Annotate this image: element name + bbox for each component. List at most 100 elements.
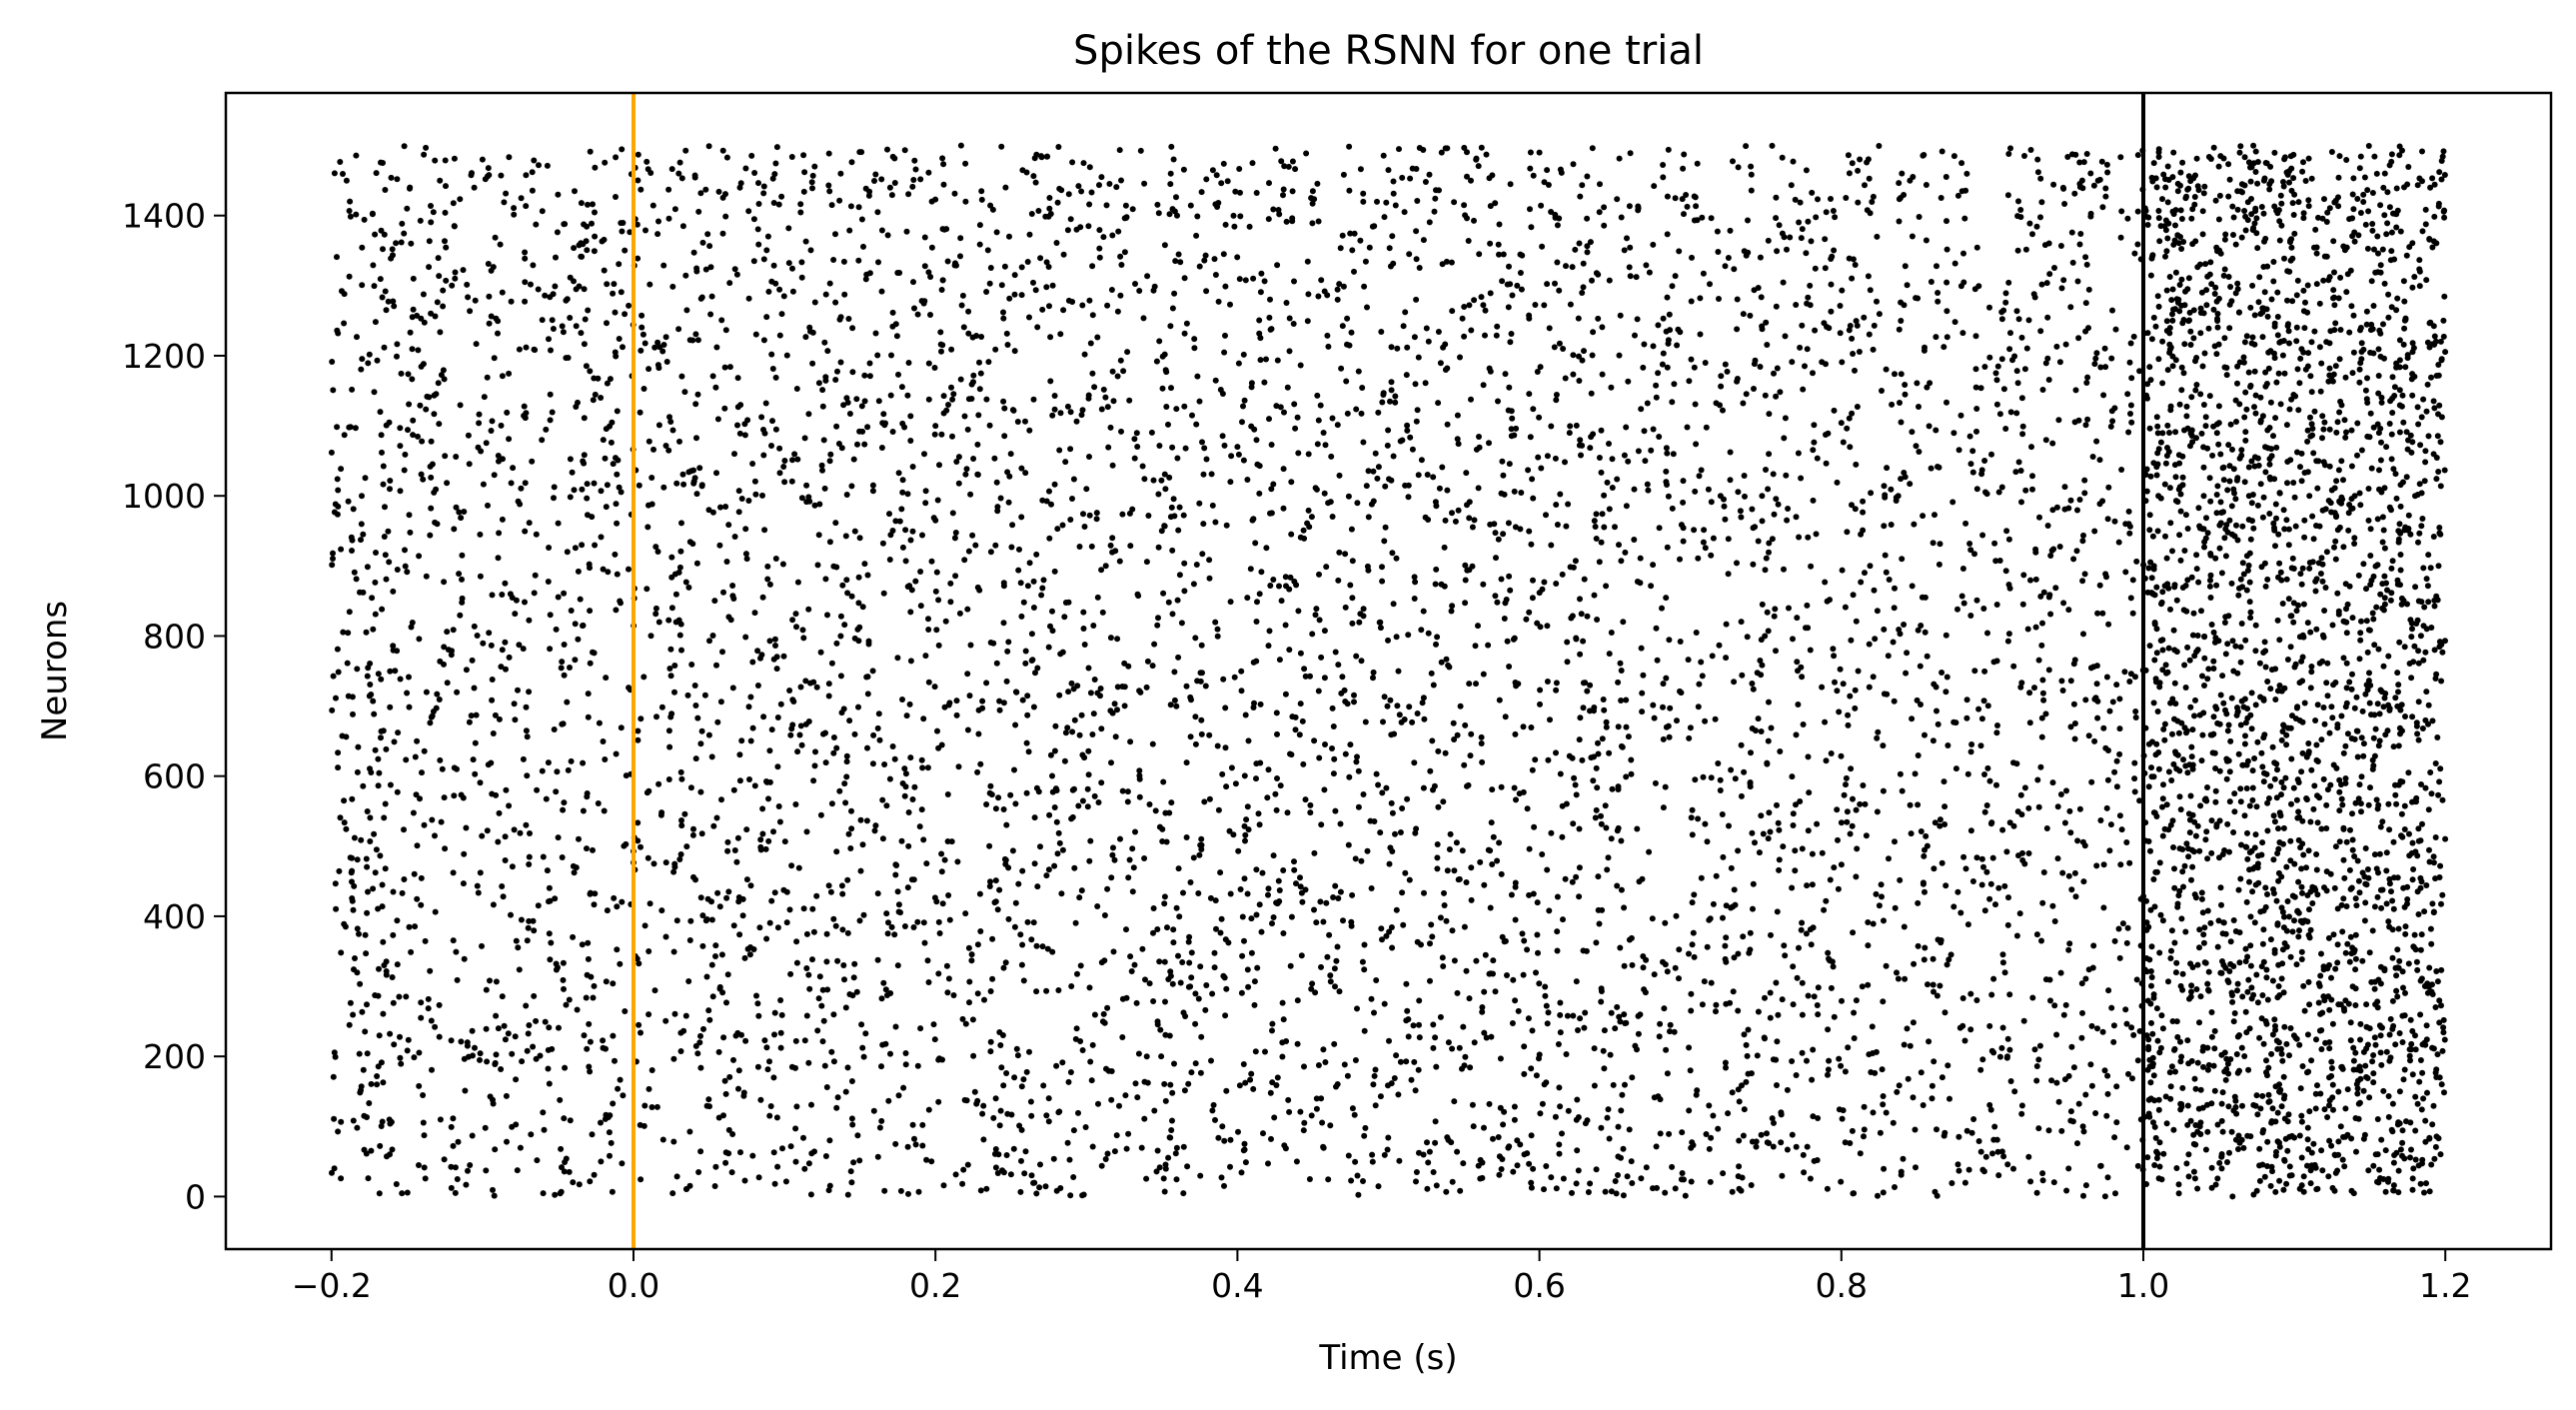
spike-point [1309,631,1316,638]
spike-point [859,1044,866,1051]
spike-point [540,1109,547,1116]
spike-point [1537,1110,1544,1117]
spike-point [884,930,891,937]
spike-point [886,557,893,563]
spike-point [1411,574,1418,581]
spike-point [693,268,700,275]
spike-point [1380,390,1387,397]
spike-point [1010,407,1017,414]
spike-point [1654,1184,1660,1191]
spike-point [1969,448,1976,455]
spike-point [1742,493,1748,500]
spike-point [820,437,827,444]
spike-point [1355,1191,1362,1198]
spike-point [1760,830,1767,837]
spike-point [452,1189,459,1196]
spike-point [1962,865,1969,872]
spike-point [1674,342,1681,349]
spike-point [1865,273,1872,280]
spike-point [1928,465,1934,472]
spike-point [1616,155,1623,162]
spike-point [2208,1033,2215,1040]
spike-point [909,183,916,190]
spike-point [1987,1106,1994,1113]
spike-point [2038,937,2044,944]
spike-point [794,456,801,463]
spike-point [983,396,990,403]
spike-point [1678,1176,1685,1183]
spike-point [2335,174,2342,181]
spike-point [1098,1162,1105,1169]
spike-point [1967,613,1974,619]
spike-point [788,154,795,160]
spike-point [903,712,910,719]
spike-point [1894,1088,1901,1095]
spike-point [1314,392,1321,399]
spike-point [1323,564,1330,571]
spike-point [2072,151,2079,158]
spike-point [374,1081,381,1088]
spike-point [592,164,599,171]
spike-point [1332,807,1339,814]
spike-point [1693,630,1700,636]
spike-point [670,868,677,875]
spike-point [1869,1023,1876,1030]
spike-point [1155,491,1162,498]
spike-point [381,814,388,821]
spike-point [2242,389,2249,396]
spike-point [1043,259,1050,266]
spike-point [1289,218,1296,225]
spike-point [496,809,503,816]
spike-point [1702,717,1709,724]
spike-point [1331,1040,1338,1047]
spike-point [426,238,433,245]
spike-point [1388,799,1395,806]
spike-point [1599,371,1606,378]
spike-point [390,888,397,895]
spike-point [719,147,726,154]
spike-point [697,788,704,795]
spike-point [977,370,984,377]
spike-point [451,764,458,771]
spike-point [1066,1156,1073,1163]
spike-point [2115,539,2122,546]
spike-point [1292,166,1299,173]
spike-point [974,584,981,591]
spike-point [1655,370,1662,377]
spike-point [586,1063,593,1070]
spike-point [2307,373,2314,380]
spike-point [1109,462,1116,469]
spike-point [1715,1125,1722,1132]
spike-point [1714,228,1721,235]
spike-point [676,632,683,639]
spike-point [1651,183,1658,190]
spike-point [1665,493,1672,500]
spike-point [1853,806,1860,813]
spike-point [742,165,749,172]
spike-point [568,608,575,614]
spike-point [1623,503,1630,510]
spike-point [671,689,677,696]
spike-point [768,351,775,358]
spike-point [2342,775,2349,781]
spike-point [919,764,926,771]
spike-point [1750,525,1757,532]
spike-point [1080,609,1087,616]
spike-point [561,642,568,648]
spike-point [1377,1093,1384,1100]
spike-point [2015,852,2021,859]
spike-point [2034,169,2041,176]
spike-point [1166,809,1173,816]
spike-point [746,951,753,958]
spike-point [440,287,447,294]
spike-point [2323,680,2330,687]
spike-point [2031,685,2037,692]
spike-point [824,348,831,355]
spike-point [2167,955,2174,961]
spike-point [1075,1109,1081,1116]
spike-point [2336,807,2343,814]
spike-point [2213,351,2220,358]
spike-point [1080,626,1087,632]
spike-point [1051,393,1058,399]
spike-point [722,1090,729,1097]
